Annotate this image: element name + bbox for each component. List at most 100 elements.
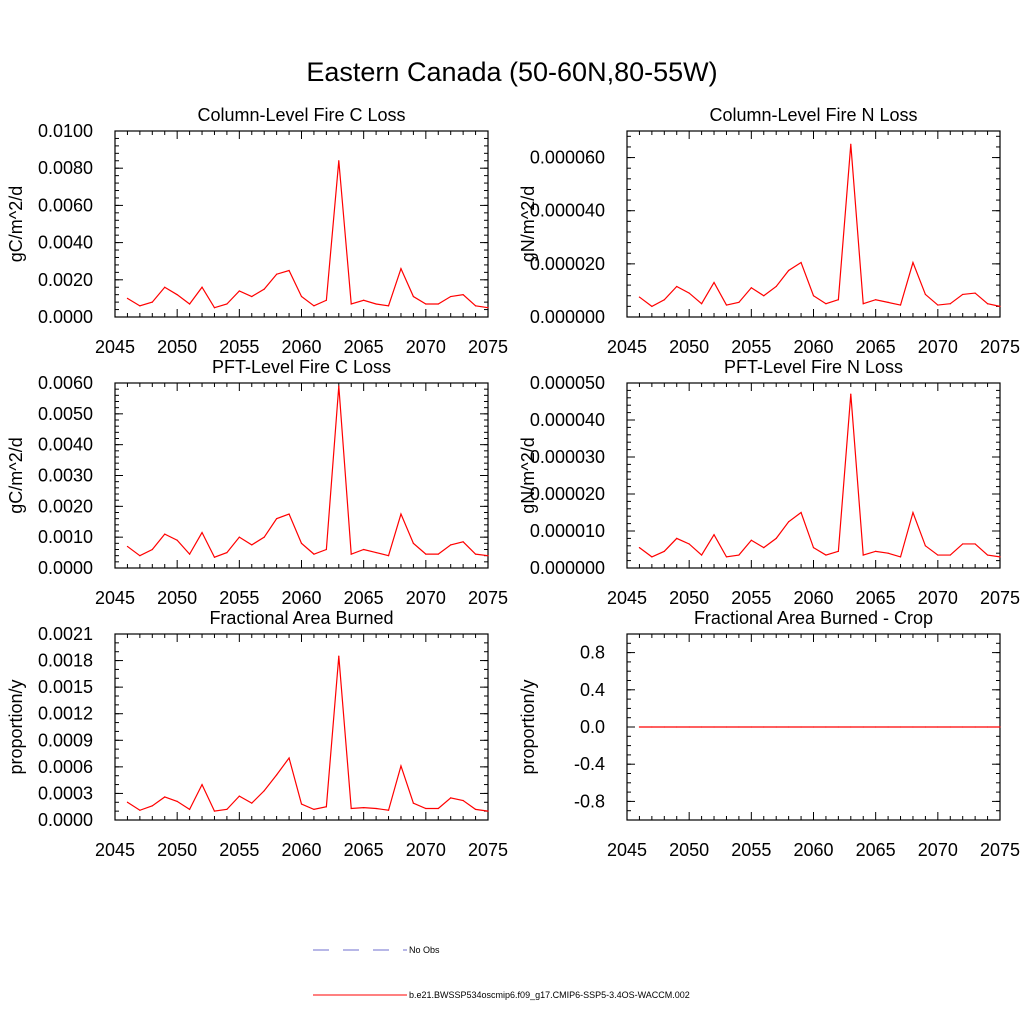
data-point [962,293,964,296]
x-tick-label: 2045 [607,337,647,357]
data-point [986,726,989,728]
data-point [450,295,452,298]
y-tick-label: 0.0015 [38,677,93,697]
data-point [139,809,141,811]
data-point [437,303,439,305]
data-point [325,548,327,551]
data-point [763,295,765,297]
x-tick-label: 2055 [219,588,259,608]
data-point [412,295,414,298]
data-point [812,295,815,297]
data-point [638,296,641,298]
data-point [189,553,191,555]
data-point [825,726,827,728]
data-point [663,726,665,728]
data-point [725,304,728,306]
y-tick-label: 0.0020 [38,270,93,290]
data-point [350,303,352,305]
data-point [949,303,951,305]
data-point [986,554,989,556]
data-point [924,726,927,728]
data-point [151,301,153,303]
x-tick-label: 2070 [918,840,958,860]
data-point [363,299,365,301]
data-point [487,555,489,557]
data-point [151,805,153,807]
y-tick-label: 0.000010 [530,521,605,541]
data-point [313,553,315,555]
y-tick-label: 0.0000 [38,558,93,578]
data-point [850,393,852,395]
x-tick-label: 2055 [731,337,771,357]
data-point [189,808,191,810]
data-point [800,726,802,728]
data-point [325,806,327,808]
panel-title: Column-Level Fire N Loss [709,105,917,125]
y-tick-label: 0.000040 [530,410,605,430]
data-point [474,808,477,810]
data-point [701,554,703,556]
x-tick-label: 2050 [669,588,709,608]
chart-panel-5: Fractional Area Burned proportion/y 2045 20… [6,608,508,860]
data-point [363,807,365,809]
data-point [226,551,228,554]
data-point [725,556,728,558]
data-point [837,550,839,552]
plot-frame [114,382,489,569]
data-point [487,810,489,812]
data-point [425,303,427,305]
y-tick-label: 0.0080 [38,158,93,178]
data-point [313,808,315,810]
data-point [676,726,678,728]
x-tick-label: 2075 [980,588,1020,608]
data-point [986,303,989,305]
data-point [213,810,216,812]
x-tick-label: 2045 [95,840,135,860]
x-tick-label: 2055 [731,588,771,608]
data-point [450,797,452,799]
data-point [974,292,976,294]
x-tick-label: 2065 [856,337,896,357]
x-tick-label: 2065 [344,337,384,357]
y-tick-label: 0.0030 [38,466,93,486]
data-point [862,554,864,556]
data-point [937,304,939,306]
y-tick-label: 0.0000 [38,307,93,327]
chart-panel-4: PFT-Level Fire N Loss gN/m^2/d 2045 2050 205… [518,357,1020,608]
data-point [875,299,877,301]
data-point [738,554,740,556]
y-tick-label: 0.000060 [530,148,605,168]
data-point [238,795,240,797]
y-tick-label: 0.0010 [38,527,93,547]
data-point [713,281,715,284]
data-point [325,299,327,301]
x-tick-label: 2055 [219,337,259,357]
data-point [350,553,352,555]
data-point [775,537,777,540]
y-tick-label: 0.0060 [38,195,93,215]
plot-frame [114,130,489,318]
data-point [837,726,839,728]
y-axis-label: proportion/y [518,679,538,774]
y-axis-label: gC/m^2/d [6,186,26,262]
figure-title: Eastern Canada (50-60N,80-55W) [306,57,718,87]
chart-panel-2: Column-Level Fire N Loss gN/m^2/d 2045 2050… [518,105,1020,357]
data-point [688,543,690,545]
data-point [300,295,303,298]
data-point [999,726,1001,728]
series-line-1 [639,144,1001,308]
data-point [288,757,290,759]
data-point [713,534,715,536]
data-point [213,307,216,309]
y-tick-label: 0.000020 [530,254,605,274]
data-point [400,513,402,515]
data-point [126,297,129,299]
data-point [701,303,703,305]
x-tick-label: 2065 [856,588,896,608]
data-point [638,726,641,728]
data-point [688,726,690,728]
data-point [875,726,877,728]
data-point [812,547,815,549]
data-point [800,511,802,514]
